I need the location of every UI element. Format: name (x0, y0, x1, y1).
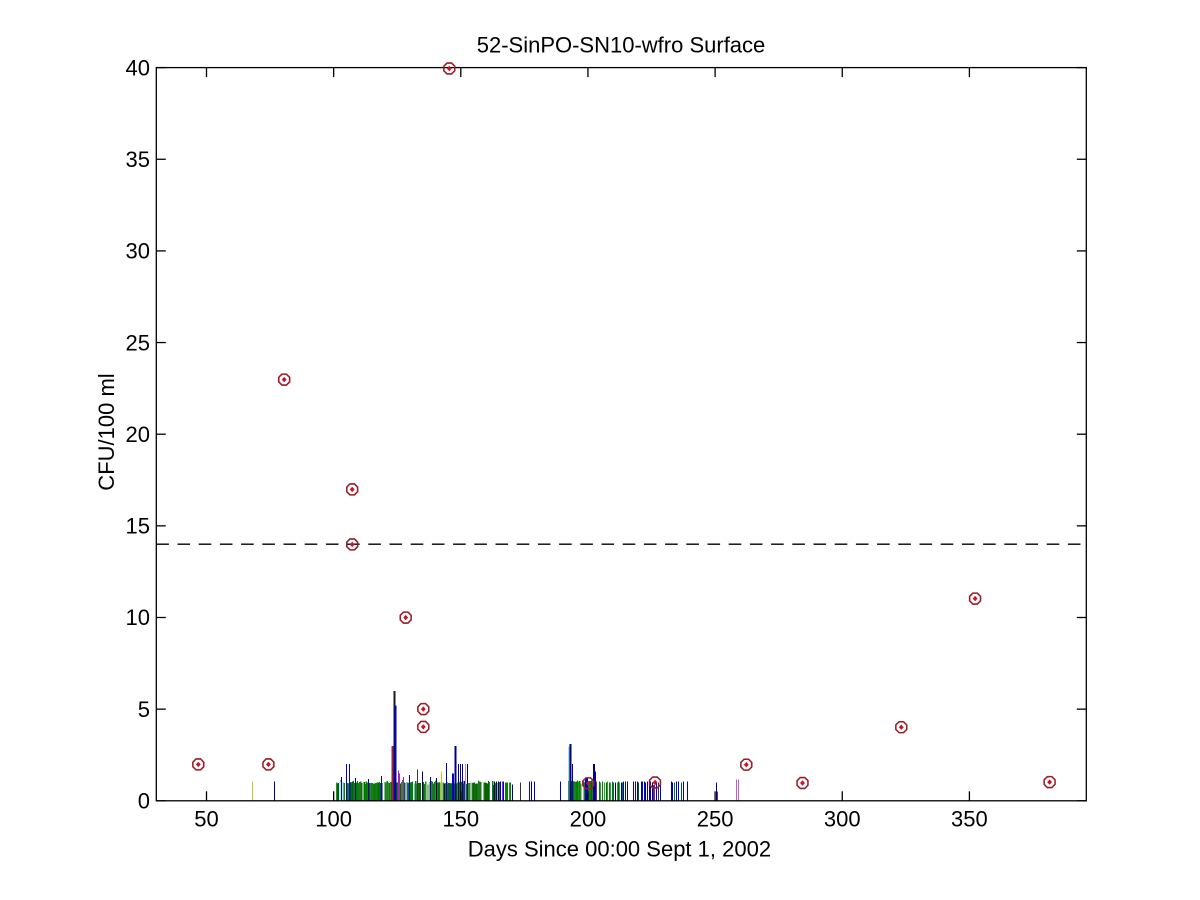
svg-text:150: 150 (442, 807, 479, 832)
svg-text:350: 350 (951, 807, 988, 832)
svg-text:30: 30 (126, 239, 150, 264)
svg-text:300: 300 (824, 807, 861, 832)
svg-text:100: 100 (315, 807, 352, 832)
svg-text:35: 35 (126, 147, 150, 172)
svg-text:10: 10 (126, 605, 150, 630)
svg-text:15: 15 (126, 514, 150, 539)
svg-text:50: 50 (194, 807, 218, 832)
svg-text:5: 5 (138, 697, 150, 722)
svg-text:20: 20 (126, 422, 150, 447)
svg-text:200: 200 (570, 807, 607, 832)
svg-text:40: 40 (126, 55, 150, 80)
svg-text:0: 0 (138, 789, 150, 814)
svg-text:25: 25 (126, 330, 150, 355)
svg-text:CFU/100 ml: CFU/100 ml (94, 373, 119, 490)
svg-text:52-SinPO-SN10-wfro Surface: 52-SinPO-SN10-wfro Surface (477, 32, 766, 57)
svg-text:250: 250 (697, 807, 734, 832)
svg-text:Days Since 00:00 Sept 1, 2002: Days Since 00:00 Sept 1, 2002 (468, 837, 771, 862)
